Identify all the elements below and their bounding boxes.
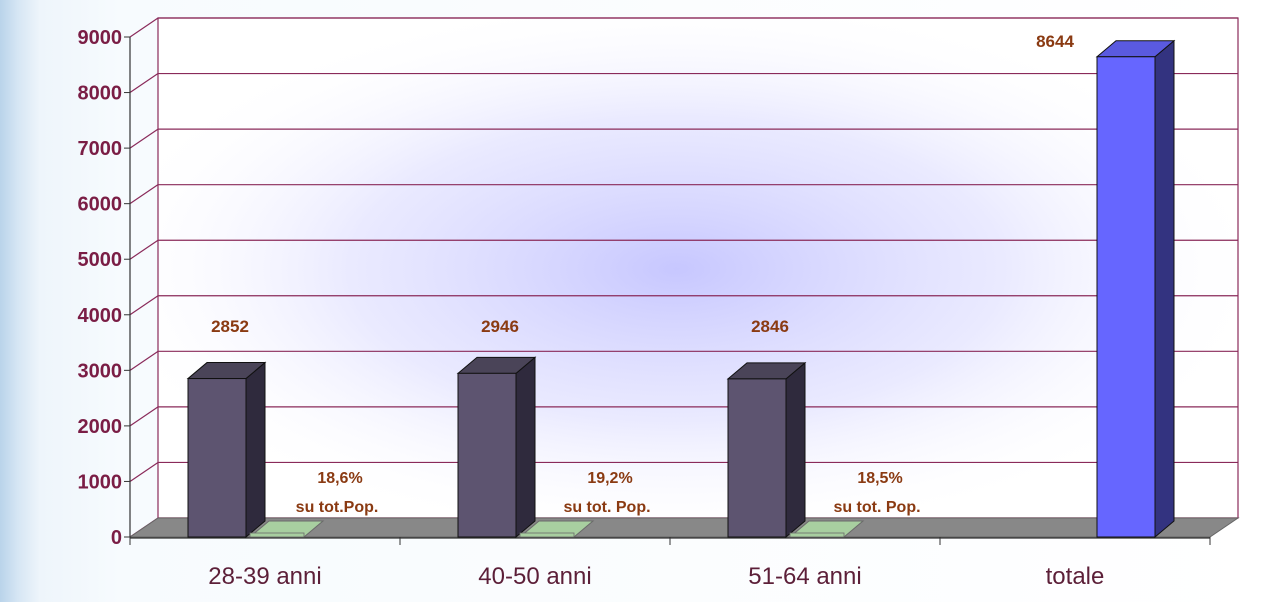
bar-totale-side — [1154, 39, 1175, 539]
bar-40-50-anni — [456, 356, 537, 539]
data-labels: 2852 18,6% su tot.Pop. 2946 19,2% su tot. Pop… — [211, 32, 1074, 516]
percent-slab-front — [519, 532, 575, 538]
plot-area-glow — [158, 18, 1238, 520]
gridline-depth — [129, 73, 159, 94]
floor-plane — [128, 517, 1240, 538]
gridline-depth — [129, 17, 159, 38]
percent-label: 18,6% — [317, 470, 362, 487]
y-tick-label: 7000 — [78, 138, 123, 160]
y-tick-label: 9000 — [78, 27, 123, 49]
value-label: 2846 — [751, 317, 789, 336]
y-tick-label: 6000 — [78, 194, 123, 216]
gridline-depth — [129, 239, 159, 260]
bar-totale — [1095, 39, 1176, 539]
gridline-depth — [129, 128, 159, 149]
x-tick-label: 28-39 anni — [208, 563, 321, 590]
y-tick-label: 8000 — [78, 83, 123, 105]
y-tick-label: 5000 — [78, 249, 123, 271]
x-tick-label: 51-64 anni — [748, 563, 861, 590]
bar-28-39-anni-front — [187, 378, 247, 538]
axes: 0 1000 2000 3000 4000 5000 6000 7000 8000 9000 28-… — [78, 27, 1211, 590]
gridline-depth — [129, 184, 159, 205]
gridline-depth — [129, 350, 159, 371]
bar-28-39-anni — [186, 361, 267, 539]
percent-sublabel: su tot. Pop. — [833, 499, 920, 516]
bar-51-64-anni — [726, 361, 807, 539]
percent-label: 19,2% — [587, 470, 632, 487]
bars — [186, 39, 1176, 539]
gridline-depth — [129, 295, 159, 316]
percent-sublabel: su tot. Pop. — [563, 499, 650, 516]
percent-sublabel: su tot.Pop. — [296, 499, 379, 516]
value-label: 8644 — [1036, 32, 1074, 51]
y-tick-label: 3000 — [78, 360, 123, 382]
value-label: 2852 — [211, 317, 249, 336]
y-tick-label: 1000 — [78, 471, 123, 493]
bar-40-50-anni-front — [457, 372, 517, 538]
bar-40-50-anni-side — [515, 356, 536, 539]
percent-slab-front — [789, 532, 845, 538]
value-label: 2946 — [481, 317, 519, 336]
bar-totale-front — [1096, 56, 1156, 538]
chart-floor — [128, 517, 1240, 538]
x-tick-label: 40-50 anni — [478, 563, 591, 590]
bar-51-64-anni-side — [785, 361, 806, 539]
x-tick-label: totale — [1046, 563, 1105, 590]
bar-51-64-anni-front — [727, 378, 787, 538]
gridline-depth — [129, 461, 159, 482]
percent-slab-front — [249, 532, 305, 538]
y-tick-label: 4000 — [78, 305, 123, 327]
y-tick-label: 0 — [111, 527, 122, 549]
y-tick-label: 2000 — [78, 416, 123, 438]
bar-28-39-anni-side — [245, 361, 266, 539]
percent-label: 18,5% — [857, 470, 902, 487]
gridline-depth — [129, 406, 159, 427]
